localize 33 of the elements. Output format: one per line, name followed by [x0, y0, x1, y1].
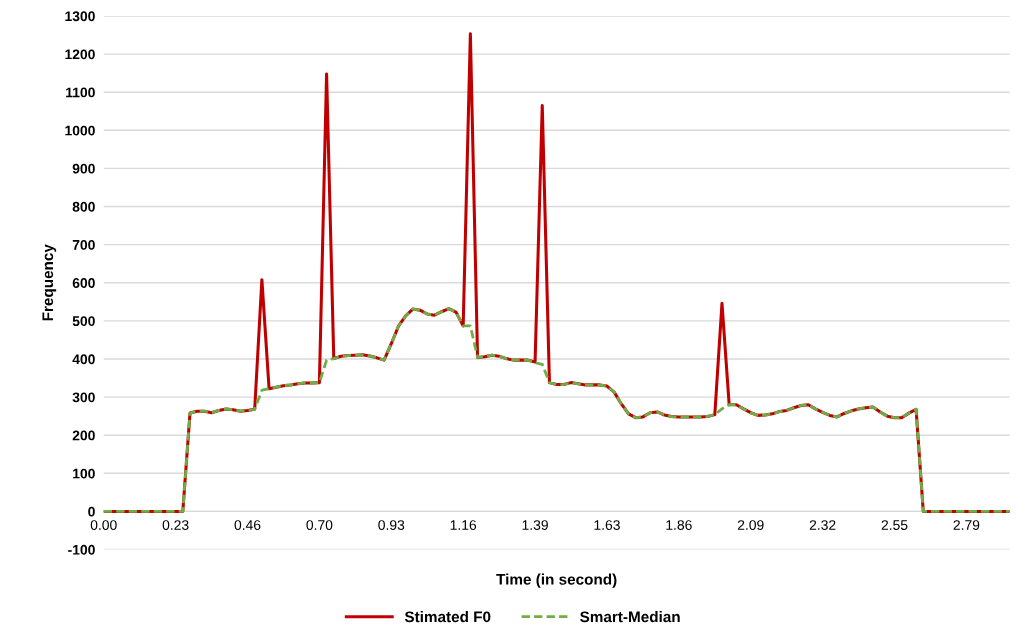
x-tick-label: 1.16 [450, 520, 477, 530]
x-axis-title: Time (in second) [496, 573, 617, 588]
y-tick-label: 0 [88, 506, 95, 517]
y-tick-label: 1000 [65, 125, 95, 136]
x-tick-label: 0.46 [234, 520, 261, 530]
y-tick-label: 700 [72, 239, 95, 250]
legend-label: Smart-Median [580, 611, 680, 623]
x-tick-label: 2.79 [953, 520, 980, 530]
x-tick-label: 2.55 [881, 520, 908, 530]
x-tick-label: 1.39 [522, 520, 548, 530]
legend-label: Stimated F0 [404, 611, 491, 623]
y-tick-label: 200 [72, 430, 95, 441]
y-tick-label: 300 [72, 392, 95, 403]
x-tick-label: 0.23 [162, 520, 189, 530]
y-tick-label: 100 [73, 468, 95, 479]
y-tick-label: 1100 [66, 87, 95, 98]
y-axis-title: Frequency [42, 244, 57, 321]
x-tick-label: 0.93 [378, 520, 405, 530]
y-tick-label: -100 [68, 544, 95, 555]
x-tick-label: 1.63 [594, 520, 620, 530]
x-tick-label: 0.70 [306, 520, 333, 530]
y-tick-label: 400 [72, 354, 95, 365]
y-tick-label: 1200 [65, 49, 95, 60]
x-tick-label: 2.09 [737, 520, 764, 530]
x-tick-label: 0.00 [90, 520, 117, 530]
y-tick-label: 800 [72, 201, 95, 212]
y-tick-label: 600 [72, 278, 95, 288]
y-tick-label: 900 [72, 163, 95, 174]
x-tick-label: 1.86 [666, 520, 692, 530]
y-tick-label: 1300 [65, 11, 95, 22]
line-series [103, 307, 1010, 513]
x-tick-label: 2.32 [809, 520, 836, 530]
y-tick-label: 500 [72, 316, 95, 327]
